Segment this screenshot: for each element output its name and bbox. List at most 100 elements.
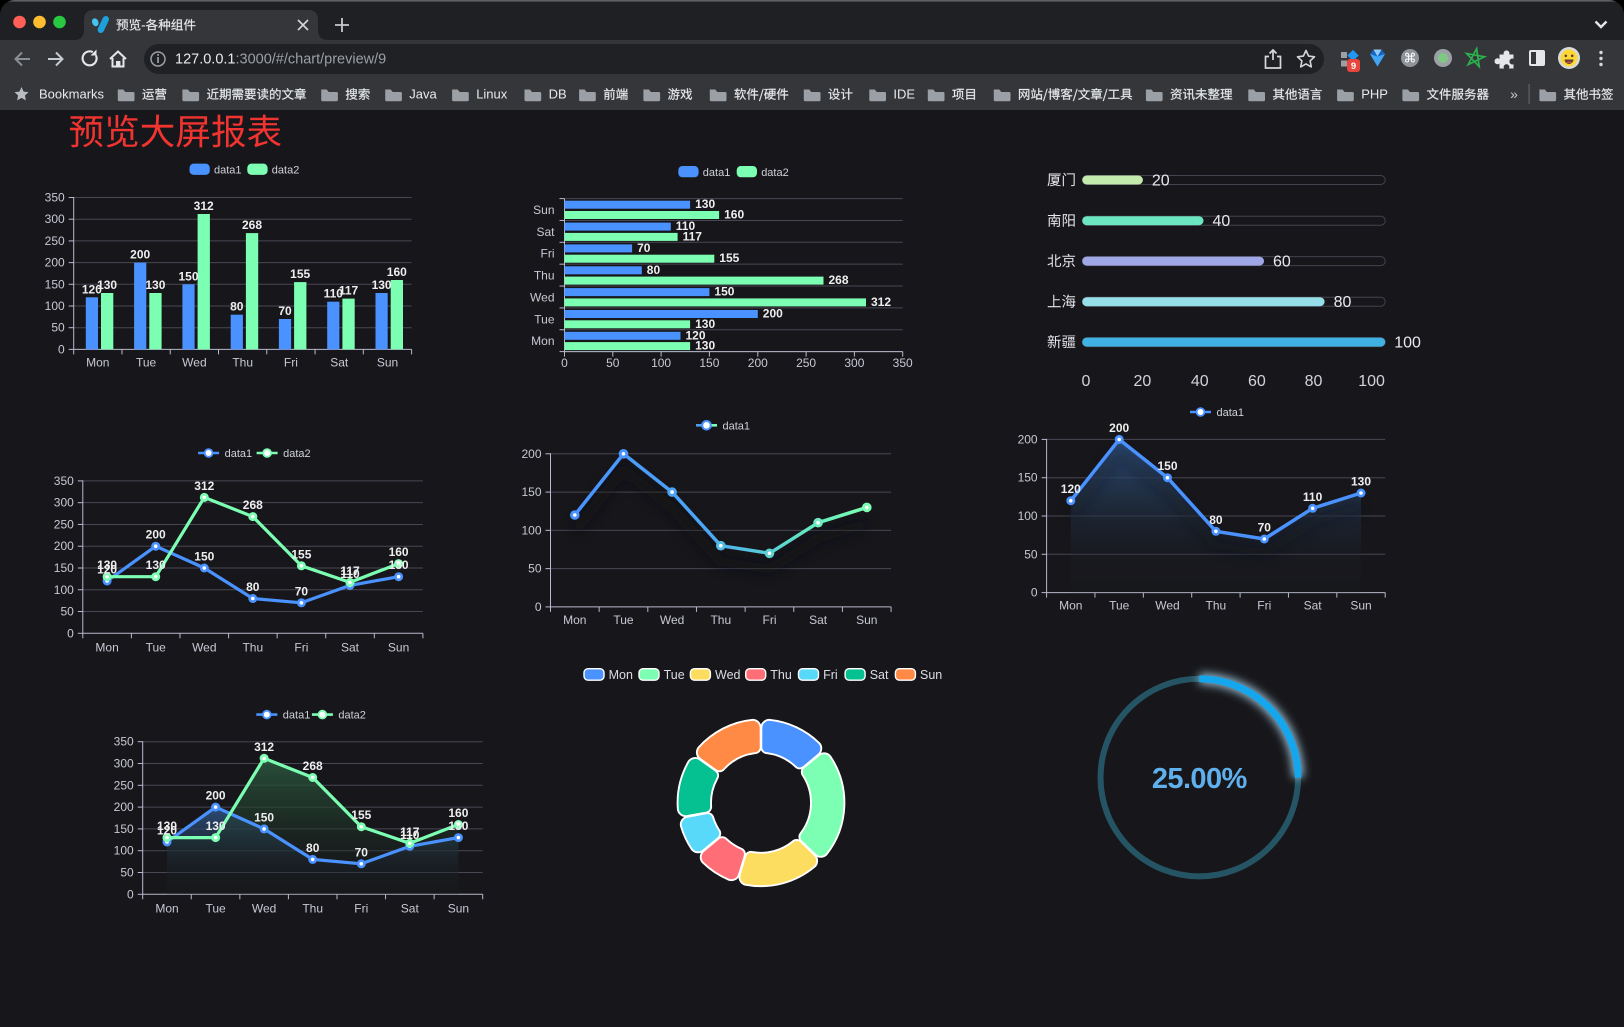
svg-text:Tue: Tue [534, 312, 555, 326]
svg-text:data1: data1 [1217, 407, 1245, 419]
svg-text:data1: data1 [703, 167, 731, 179]
svg-text:100: 100 [1018, 509, 1038, 523]
svg-text:117: 117 [339, 284, 359, 298]
svg-text:20: 20 [1134, 373, 1152, 390]
svg-text:IDE: IDE [893, 87, 915, 102]
svg-text:50: 50 [51, 321, 65, 335]
svg-text:9: 9 [1351, 61, 1356, 72]
svg-text:155: 155 [351, 808, 371, 822]
svg-text:Sat: Sat [536, 225, 555, 239]
svg-text:Fri: Fri [354, 901, 368, 915]
svg-text:150: 150 [178, 269, 198, 283]
svg-text:Wed: Wed [660, 613, 684, 627]
svg-text:300: 300 [844, 356, 864, 370]
svg-text:60: 60 [1273, 254, 1291, 271]
svg-text:Sat: Sat [809, 613, 828, 627]
svg-text:300: 300 [54, 496, 74, 510]
svg-text:Wed: Wed [192, 640, 216, 654]
svg-text:150: 150 [521, 485, 541, 499]
svg-text:200: 200 [130, 248, 150, 262]
svg-text:100: 100 [521, 523, 541, 537]
svg-text:70: 70 [637, 241, 651, 255]
svg-text:Wed: Wed [530, 291, 554, 305]
svg-text:data2: data2 [283, 448, 311, 460]
svg-text:data1: data1 [723, 420, 751, 432]
svg-text:200: 200 [206, 789, 226, 803]
svg-text:100: 100 [54, 583, 74, 597]
svg-text:117: 117 [400, 825, 420, 839]
svg-text:50: 50 [528, 562, 542, 576]
svg-text:130: 130 [372, 278, 392, 292]
svg-text:110: 110 [400, 828, 420, 842]
svg-text:0: 0 [1082, 373, 1091, 390]
svg-text:130: 130 [1351, 475, 1371, 489]
svg-text:130: 130 [695, 197, 715, 211]
svg-text:100: 100 [1394, 335, 1421, 352]
svg-text:100: 100 [651, 356, 671, 370]
svg-text:Fri: Fri [284, 355, 298, 369]
svg-text:25.00%: 25.00% [1152, 763, 1248, 795]
svg-text:200: 200 [146, 528, 166, 542]
svg-text:Sat: Sat [870, 668, 889, 682]
svg-text:Fri: Fri [1257, 599, 1271, 613]
svg-text:Bookmarks: Bookmarks [39, 87, 105, 102]
svg-text:80: 80 [1334, 294, 1352, 311]
svg-text:268: 268 [243, 498, 263, 512]
svg-text:100: 100 [1358, 373, 1385, 390]
svg-text:80: 80 [1209, 513, 1223, 527]
svg-text:Thu: Thu [242, 640, 263, 654]
svg-text:110: 110 [676, 219, 696, 233]
svg-text:130: 130 [97, 558, 117, 572]
svg-text:0: 0 [1031, 586, 1038, 600]
svg-text:300: 300 [45, 212, 65, 226]
svg-text:PHP: PHP [1361, 87, 1388, 102]
svg-text:150: 150 [54, 561, 74, 575]
svg-text:Sun: Sun [856, 613, 877, 627]
svg-text:60: 60 [1248, 373, 1266, 390]
svg-text:50: 50 [60, 605, 74, 619]
svg-text:150: 150 [45, 277, 65, 291]
svg-text:130: 130 [448, 819, 468, 833]
svg-text:Mon: Mon [86, 355, 109, 369]
svg-text:150: 150 [254, 810, 274, 824]
svg-text:150: 150 [699, 356, 719, 370]
svg-text:200: 200 [45, 256, 65, 270]
svg-text:data1: data1 [283, 710, 311, 722]
svg-text:Thu: Thu [770, 668, 792, 682]
svg-text:Tue: Tue [1109, 599, 1130, 613]
svg-text:40: 40 [1191, 373, 1209, 390]
svg-text:0: 0 [58, 342, 65, 356]
svg-text:0: 0 [561, 356, 568, 370]
svg-text:Wed: Wed [252, 901, 276, 915]
svg-text:Java: Java [409, 87, 437, 102]
svg-text:Tue: Tue [613, 613, 634, 627]
svg-text:312: 312 [194, 199, 214, 213]
svg-text:100: 100 [114, 844, 134, 858]
svg-text:⌘: ⌘ [1404, 51, 1417, 66]
svg-text:Thu: Thu [302, 901, 323, 915]
svg-text:0: 0 [535, 600, 542, 614]
svg-text:Fri: Fri [823, 668, 838, 682]
svg-text:130: 130 [695, 317, 715, 331]
svg-text:120: 120 [97, 563, 117, 577]
svg-text:130: 130 [146, 558, 166, 572]
svg-text:Tue: Tue [205, 901, 226, 915]
svg-text:data1: data1 [225, 448, 253, 460]
svg-text:200: 200 [1109, 421, 1129, 435]
svg-text:80: 80 [647, 263, 661, 277]
svg-text:100: 100 [45, 299, 65, 313]
svg-text:110: 110 [324, 287, 344, 301]
svg-text:130: 130 [206, 819, 226, 833]
svg-text:70: 70 [278, 304, 292, 318]
svg-text:268: 268 [303, 759, 323, 773]
svg-text:120: 120 [686, 328, 706, 342]
svg-text:Mon: Mon [1059, 599, 1082, 613]
svg-text:312: 312 [194, 479, 214, 493]
svg-text:350: 350 [45, 191, 65, 205]
svg-text:Fri: Fri [294, 640, 308, 654]
svg-text:200: 200 [54, 539, 74, 553]
svg-text:data1: data1 [214, 165, 242, 177]
svg-text:Fri: Fri [763, 613, 777, 627]
svg-text:Sat: Sat [341, 640, 360, 654]
svg-text:155: 155 [291, 547, 311, 561]
